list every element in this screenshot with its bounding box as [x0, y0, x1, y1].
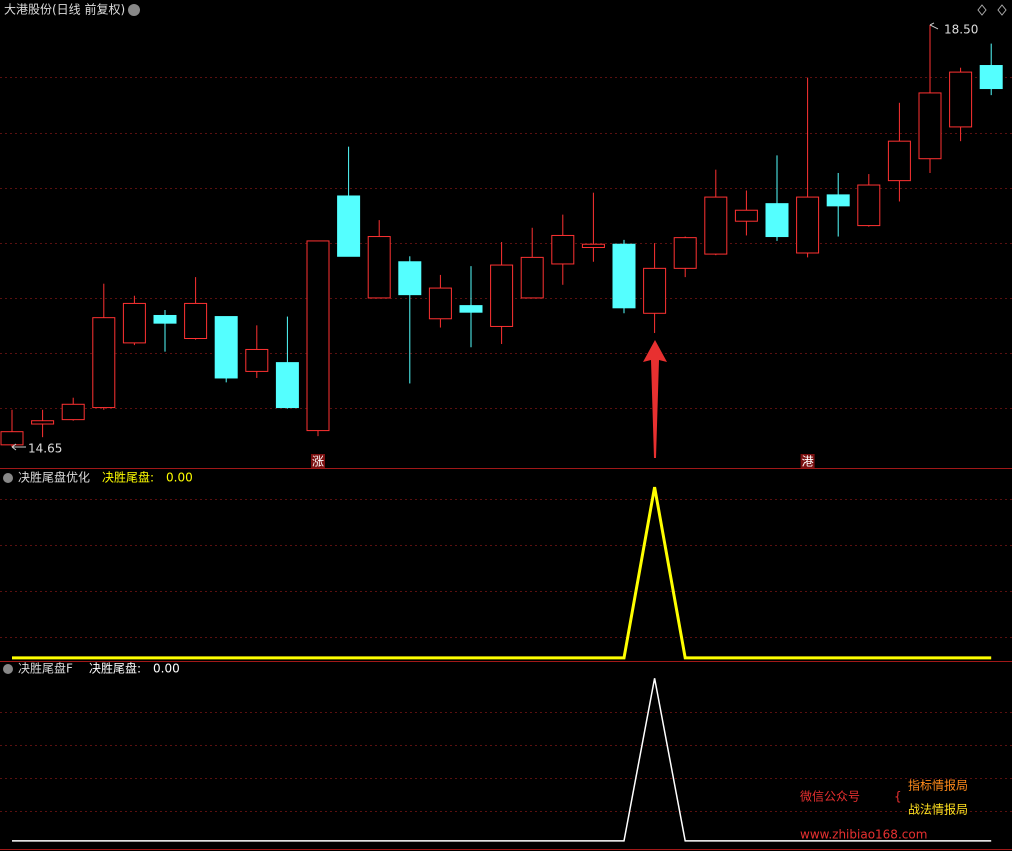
candle-body — [979, 65, 1003, 90]
candle-body — [92, 317, 116, 409]
window-icons[interactable] — [977, 4, 1007, 16]
legend-name: 决胜尾盘: — [102, 470, 154, 485]
candle-body — [765, 203, 789, 238]
candle-body — [520, 256, 544, 299]
grid-layer — [0, 77, 1012, 812]
candle-body — [153, 314, 177, 324]
watermark-name: 战法情报局 — [908, 802, 968, 817]
candle-body — [704, 196, 728, 255]
marker: 涨 — [312, 454, 324, 469]
candle-body — [612, 243, 636, 309]
candle-body — [887, 140, 911, 182]
watermark-url: www.zhibiao168.com — [800, 828, 927, 842]
candle-body — [275, 362, 299, 409]
candle-body — [398, 261, 422, 296]
candle-body — [214, 316, 238, 379]
candle-body — [918, 92, 942, 160]
candle-body — [337, 195, 361, 257]
indicator-line — [12, 486, 992, 660]
candle-body — [61, 403, 85, 421]
candle-body — [122, 302, 146, 344]
menu-icon[interactable] — [3, 473, 13, 483]
candle-body — [306, 240, 330, 432]
candle-body — [428, 287, 452, 320]
arrow — [643, 340, 667, 458]
panel-title: 决胜尾盘F — [18, 661, 73, 676]
candle-body — [31, 420, 55, 425]
legend-value: 0.00 — [166, 471, 193, 485]
candle-body — [826, 194, 850, 207]
max-pointer — [929, 22, 939, 30]
min-label: 14.65 — [28, 442, 62, 456]
indicator-line — [12, 678, 992, 842]
max-label: 18.50 — [944, 22, 978, 36]
candle-body — [857, 184, 881, 227]
candle-body — [796, 196, 820, 254]
candle-body — [245, 348, 269, 372]
candle-body — [551, 234, 575, 265]
menu-icon[interactable] — [3, 664, 13, 674]
marker-bg — [311, 454, 325, 468]
candle-body — [184, 302, 208, 340]
marker: 港 — [802, 455, 814, 469]
menu-icon[interactable] — [128, 4, 140, 16]
candle-body — [490, 264, 514, 327]
data-layer: 涨 港 18.50 14.65 决胜尾盘: 0.00 决胜尾盘: 0.00 — [0, 22, 1003, 842]
candle-body — [581, 243, 605, 249]
chart-title: 大港股份(日线 前复权) — [4, 2, 125, 17]
watermark-name: 指标情报局 — [908, 778, 968, 793]
legend-value: 0.00 — [153, 662, 180, 676]
marker-bg — [800, 454, 815, 468]
min-pointer — [11, 443, 26, 451]
panel-title: 决胜尾盘优化 — [18, 470, 90, 485]
candle-body — [459, 305, 483, 313]
candle-body — [673, 237, 697, 269]
candle-body — [949, 71, 973, 128]
candle-body — [367, 236, 391, 299]
brace: { — [894, 790, 902, 804]
legend-name: 决胜尾盘: — [89, 661, 141, 676]
candle-body — [734, 209, 758, 222]
watermark-label: 微信公众号 — [800, 790, 860, 804]
candle-body — [0, 431, 24, 446]
candle-body — [643, 267, 667, 314]
